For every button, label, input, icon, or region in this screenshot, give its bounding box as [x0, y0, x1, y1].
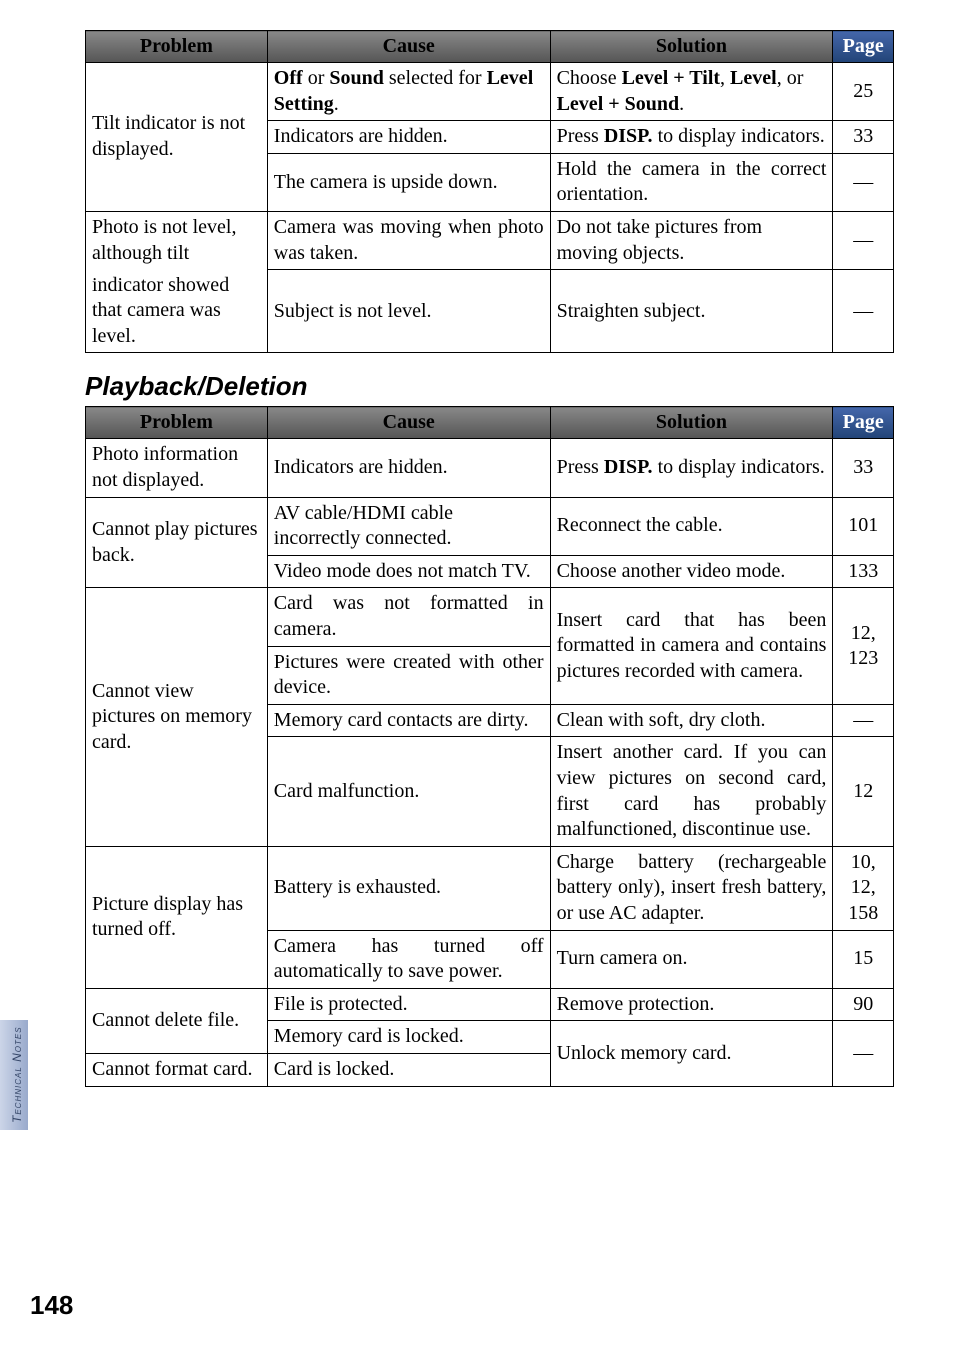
text: Press [557, 456, 604, 478]
troubleshoot-table-2: Problem Cause Solution Page Photo inform… [85, 406, 894, 1086]
cell-solution: Insert another card. If you can view pic… [550, 737, 833, 846]
table-row: indicator showed that camera was level. … [86, 270, 894, 353]
cell-page: — [833, 270, 894, 353]
cell-problem: Cannot format card. [86, 1053, 268, 1086]
cell-cause: Card malfunction. [267, 737, 550, 846]
cell-page: 15 [833, 930, 894, 988]
cell-cause: Video mode does not match TV. [267, 555, 550, 588]
cell-page: 101 [833, 497, 894, 555]
col-cause: Cause [267, 31, 550, 63]
cell-page: — [833, 211, 894, 269]
table-row: Picture display has turned off. Battery … [86, 846, 894, 930]
cell-cause: Card was not formatted in camera. [267, 588, 550, 646]
section-heading: Playback/Deletion [85, 371, 894, 402]
col-cause: Cause [267, 407, 550, 439]
troubleshoot-table-1: Problem Cause Solution Page Tilt indicat… [85, 30, 894, 353]
cell-page: 133 [833, 555, 894, 588]
cell-page: 12 [833, 737, 894, 846]
table-row: Cannot view pictures on memory card. Car… [86, 588, 894, 646]
cell-solution: Straighten subject. [550, 270, 833, 353]
table-row: Cannot delete file. File is protected. R… [86, 988, 894, 1021]
bold-text: DISP. [604, 456, 653, 478]
cell-problem: indicator showed that camera was level. [86, 270, 268, 353]
cell-cause: Camera was moving when photo was taken. [267, 211, 550, 269]
cell-solution: Clean with soft, dry cloth. [550, 704, 833, 737]
bold-text: Level + Tilt [622, 67, 720, 89]
cell-cause: Card is locked. [267, 1053, 550, 1086]
cell-solution: Insert card that has been formatted in c… [550, 588, 833, 704]
col-problem: Problem [86, 31, 268, 63]
bold-text: DISP. [604, 125, 653, 147]
text: to display indicators. [653, 456, 825, 478]
cell-cause: Pictures were created with other device. [267, 646, 550, 704]
cell-solution: Unlock memory card. [550, 1021, 833, 1086]
cell-problem: Cannot play pictures back. [86, 497, 268, 588]
page-number: 148 [30, 1290, 73, 1321]
cell-solution: Hold the camera in the correct orientati… [550, 153, 833, 211]
cell-solution: Reconnect the cable. [550, 497, 833, 555]
cell-problem: Photo is not level, although tilt [86, 211, 268, 269]
cell-cause: Subject is not level. [267, 270, 550, 353]
cell-solution: Turn camera on. [550, 930, 833, 988]
cell-problem: Cannot view pictures on memory card. [86, 588, 268, 846]
cell-solution: Remove protection. [550, 988, 833, 1021]
cell-page: — [833, 1021, 894, 1086]
table-row: Photo information not displayed. Indicat… [86, 439, 894, 497]
cell-cause: AV cable/HDMI cable incorrectly connecte… [267, 497, 550, 555]
col-solution: Solution [550, 407, 833, 439]
cell-page: 33 [833, 121, 894, 154]
bold-text: Level [730, 67, 777, 89]
bold-text: Off [274, 67, 303, 89]
cell-page: 10, 12, 158 [833, 846, 894, 930]
text: Press [557, 125, 604, 147]
cell-cause: Battery is exhausted. [267, 846, 550, 930]
cell-page: — [833, 153, 894, 211]
col-problem: Problem [86, 407, 268, 439]
cell-cause: Memory card is locked. [267, 1021, 550, 1054]
cell-solution: Choose another video mode. [550, 555, 833, 588]
text: . [334, 93, 339, 115]
text: to display indicators. [653, 125, 825, 147]
col-page: Page [833, 31, 894, 63]
cell-solution: Press DISP. to display indicators. [550, 121, 833, 154]
text: selected for [384, 67, 487, 89]
cell-solution: Choose Level + Tilt, Level, or Level + S… [550, 63, 833, 121]
cell-cause: Indicators are hidden. [267, 121, 550, 154]
cell-cause: The camera is upside down. [267, 153, 550, 211]
text: or [303, 67, 330, 89]
cell-page: — [833, 704, 894, 737]
col-page: Page [833, 407, 894, 439]
cell-solution: Press DISP. to display indicators. [550, 439, 833, 497]
cell-cause: File is protected. [267, 988, 550, 1021]
cell-problem: Tilt indicator is not displayed. [86, 63, 268, 212]
cell-cause: Camera has turned off automatically to s… [267, 930, 550, 988]
text: Choose [557, 67, 622, 89]
col-solution: Solution [550, 31, 833, 63]
side-tab-label: Technical Notes [0, 1020, 28, 1130]
bold-text: Sound [329, 67, 384, 89]
cell-solution: Do not take pictures from moving objects… [550, 211, 833, 269]
text: , or [777, 67, 804, 89]
text: . [679, 93, 684, 115]
cell-cause: Memory card contacts are dirty. [267, 704, 550, 737]
cell-page: 33 [833, 439, 894, 497]
text: , [720, 67, 730, 89]
cell-page: 90 [833, 988, 894, 1021]
cell-problem: Picture display has turned off. [86, 846, 268, 988]
cell-solution: Charge battery (rechargeable battery onl… [550, 846, 833, 930]
cell-problem: Cannot delete file. [86, 988, 268, 1053]
table-row: Photo is not level, although tilt Camera… [86, 211, 894, 269]
cell-page: 12, 123 [833, 588, 894, 704]
table-row: Cannot play pictures back. AV cable/HDMI… [86, 497, 894, 555]
cell-cause: Indicators are hidden. [267, 439, 550, 497]
cell-cause: Off or Sound selected for Level Setting. [267, 63, 550, 121]
bold-text: Level + Sound [557, 93, 680, 115]
cell-page: 25 [833, 63, 894, 121]
cell-problem: Photo information not displayed. [86, 439, 268, 497]
table-row: Tilt indicator is not displayed. Off or … [86, 63, 894, 121]
